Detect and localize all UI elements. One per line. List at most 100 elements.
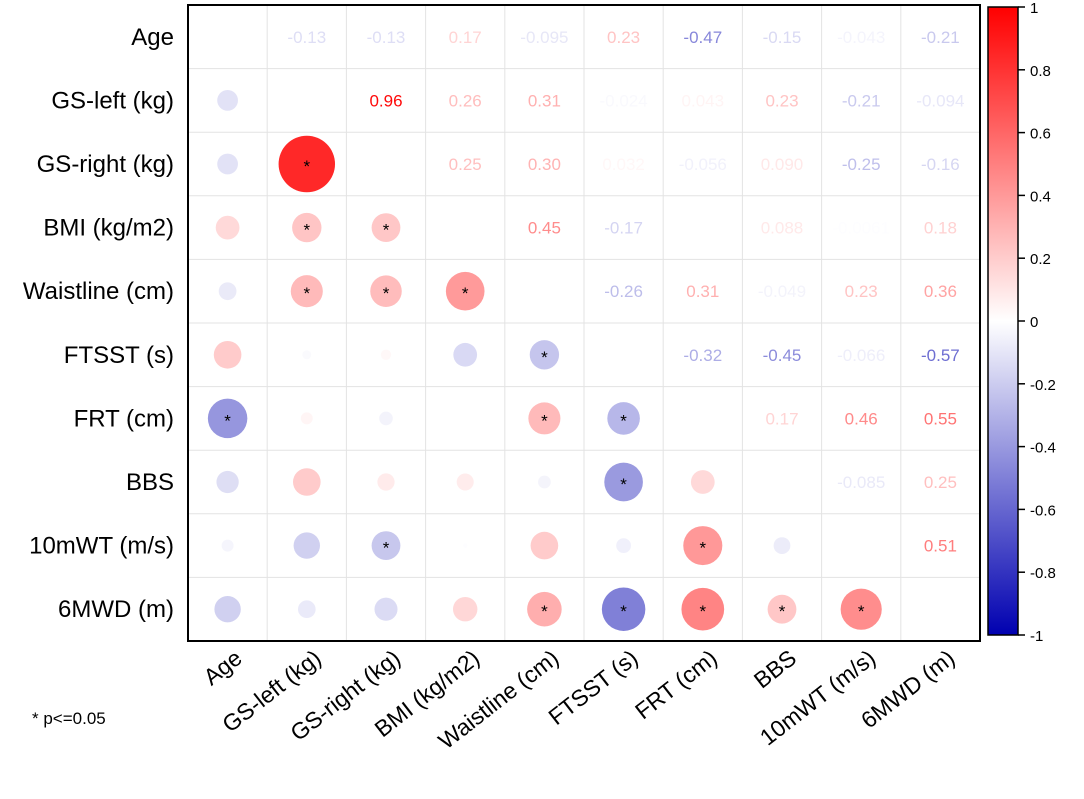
significance-marker: * (462, 284, 469, 303)
coefficient-label: 0.45 (528, 219, 561, 238)
row-label: BMI (kg/m2) (43, 215, 174, 242)
significance-markers: * * * * * * * * * * * * * * * * * * (224, 157, 865, 621)
coefficient-label: 0.17 (765, 409, 798, 428)
coefficient-label: 0.088 (761, 219, 804, 238)
coefficient-label: 0.51 (924, 537, 957, 556)
coefficient-label: 0.31 (528, 91, 561, 110)
colorbar (987, 6, 1019, 636)
column-label: FTSST (s) (543, 644, 642, 730)
coefficient-label: 0.46 (845, 409, 878, 428)
colorbar-tick-label: 0 (1030, 314, 1038, 331)
coefficient-label: -0.13 (367, 28, 406, 47)
significance-marker: * (620, 475, 627, 494)
correlation-circle (292, 212, 322, 243)
coefficient-label: -0.21 (842, 91, 881, 110)
coefficient-label: 0.23 (765, 91, 798, 110)
colorbar-tick-label: -0.4 (1030, 440, 1056, 457)
coefficient-label: -0.066 (837, 346, 885, 365)
correlation-circle (529, 340, 560, 370)
correlation-circle (217, 153, 238, 175)
significance-marker: * (541, 348, 548, 367)
colorbar-tick-label: 0.6 (1030, 126, 1051, 143)
correlation-circle (607, 402, 640, 435)
correlation-circle (302, 350, 312, 360)
coefficient-label: 0.18 (924, 219, 957, 238)
coefficient-label: -0.21 (921, 28, 960, 47)
correlation-circle (374, 597, 398, 621)
column-label: Age (198, 644, 246, 690)
column-label: BBS (749, 644, 801, 693)
colorbar-tick-label: 0.8 (1030, 63, 1051, 80)
coefficient-label: 0.23 (607, 28, 640, 47)
correlation-circle (445, 271, 485, 311)
significance-marker: * (620, 411, 627, 430)
correlation-circle (530, 531, 559, 560)
significance-marker: * (383, 539, 390, 558)
coefficient-label: -0.13 (287, 28, 326, 47)
colorbar-tick-label: 0.2 (1030, 251, 1051, 268)
correlation-circle (371, 531, 401, 560)
row-label: 10mWT (m/s) (29, 533, 174, 560)
coefficient-label: 0.090 (761, 155, 804, 174)
coefficient-label: -0.26 (604, 282, 643, 301)
coefficient-label: 0.96 (369, 91, 402, 110)
correlation-circle (379, 411, 393, 426)
row-label: BBS (126, 469, 174, 496)
correlation-circle (773, 537, 791, 554)
coefficient-label: -0.049 (758, 282, 806, 301)
coefficient-label: 0.23 (845, 282, 878, 301)
column-label: FRT (cm) (630, 644, 722, 724)
coefficient-label: 0.25 (924, 473, 957, 492)
correlation-circle (300, 412, 313, 425)
correlation-circle (371, 213, 401, 243)
correlation-circle (214, 596, 241, 623)
matrix-frame (187, 4, 981, 642)
correlation-circle (292, 468, 321, 496)
colorbar-tick-label: -0.2 (1030, 377, 1056, 394)
correlation-circle (527, 591, 562, 627)
coefficient-label: 0.55 (924, 409, 957, 428)
significance-marker: * (541, 411, 548, 430)
coefficient-label: -0.024 (599, 91, 647, 110)
significance-marker: * (303, 284, 310, 303)
colorbar-tick-label: -1 (1030, 628, 1043, 645)
correlation-circle (380, 349, 392, 360)
colorbar-tick-label: 1 (1030, 0, 1038, 17)
correlation-circle (683, 526, 723, 566)
colorbar-tick-label: -0.6 (1030, 502, 1056, 519)
correlation-circle (616, 538, 631, 553)
correlation-circle (216, 470, 239, 494)
coefficient-label: 0.25 (449, 155, 482, 174)
correlation-circle (601, 587, 646, 631)
correlation-circle (690, 470, 715, 494)
colorbar-ticks: 1 0.8 0.6 0.4 0.2 0 -0.2 -0.4 -0.6 -0.8 -1 (1018, 0, 1056, 645)
grid-layer (188, 5, 980, 641)
significance-marker: * (383, 221, 390, 240)
coefficient-label: -0.16 (921, 155, 960, 174)
correlation-circle (538, 475, 551, 489)
correlation-circle (604, 462, 643, 502)
coefficient-label: 0.17 (449, 28, 482, 47)
row-label: FTSST (s) (64, 342, 174, 369)
significance-marker: * (383, 284, 390, 303)
coefficient-label: 0.032 (602, 155, 645, 174)
correlation-circle (218, 282, 237, 301)
coefficient-labels: -0.13 -0.13 0.17 -0.095 0.23 -0.47 -0.15 -0.043… (287, 28, 964, 556)
significance-marker: * (779, 602, 786, 621)
correlation-circle (452, 596, 478, 622)
correlation-circle (681, 587, 725, 631)
significance-marker: * (224, 411, 231, 430)
coefficient-label: -0.17 (604, 219, 643, 238)
coefficient-label: -0.043 (837, 28, 885, 47)
significance-marker: * (858, 602, 865, 621)
correlation-circle (215, 215, 240, 240)
correlation-circle (462, 543, 468, 548)
row-label: FRT (cm) (74, 405, 174, 432)
coefficient-label: -0.25 (842, 155, 881, 174)
correlation-circle (213, 340, 242, 369)
correlation-circle (370, 275, 402, 307)
correlation-circle (767, 594, 797, 624)
